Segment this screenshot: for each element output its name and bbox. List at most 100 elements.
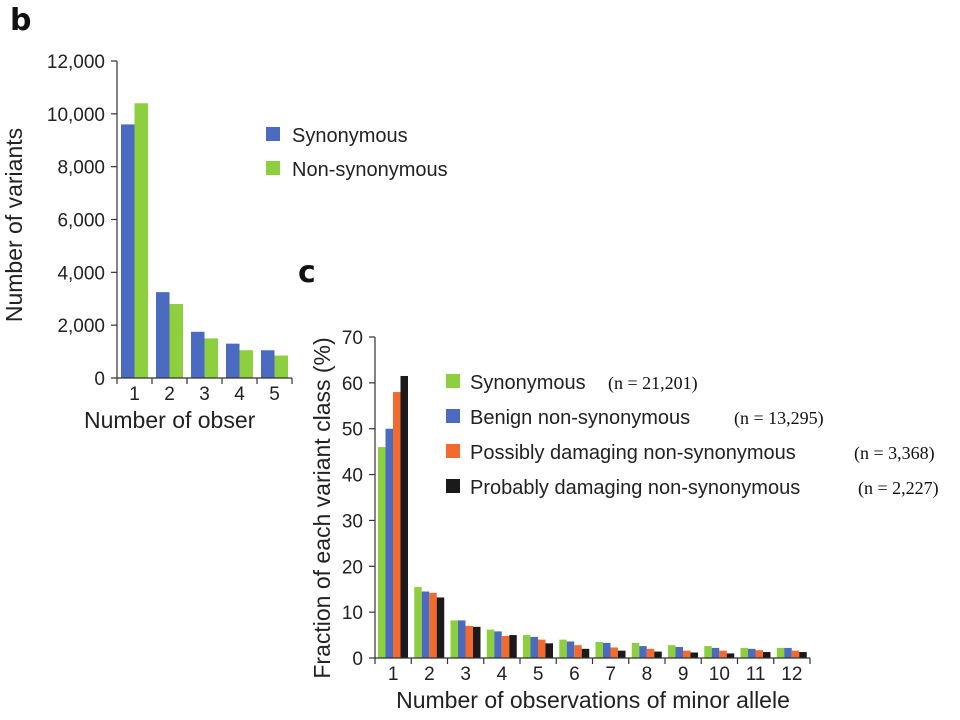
panel-c-x-axis-label: Number of observations of minor allele [396, 687, 790, 713]
panel-b-bar-synonymous-2 [156, 292, 170, 378]
panel-b-legend-label: Non-synonymous [292, 159, 448, 181]
panel-c-bar-synonymous-5 [523, 635, 531, 658]
panel-b-legend-swatch [266, 127, 280, 141]
panel-c-bar-possibly-damaging-non-synonymous-9 [683, 650, 691, 658]
panel-c-bar-synonymous-12 [776, 647, 785, 658]
panel-c-bar-probably-damaging-non-synonymous-6 [581, 648, 590, 658]
panel-b-chart: b 0 2,000 4,000 6,000 8,000 10,000 12,000 1 2 3 4 5… [1, 3, 448, 433]
panel-b-legend-label: Synonymous [292, 125, 408, 147]
panel-c-bars [378, 375, 807, 658]
panel-b-x-tick-label: 5 [269, 384, 280, 405]
panel-c-bar-probably-damaging-non-synonymous-11 [763, 652, 771, 658]
panel-c-x-tick-label: 11 [746, 664, 766, 685]
panel-c-x-tick-label: 12 [781, 664, 802, 685]
panel-c-bar-possibly-damaging-non-synonymous-5 [538, 639, 546, 658]
panel-b-x-axis-label: Number of obser [84, 407, 256, 433]
panel-b-bar-non-synonymous-3 [204, 338, 218, 378]
panel-b-axes: 0 2,000 4,000 6,000 8,000 10,000 12,000 1 2 3 4 5 [47, 52, 293, 405]
panel-b-y-tick-label: 10,000 [47, 105, 105, 126]
panel-c-bar-benign-non-synonymous-5 [530, 636, 538, 658]
panel-c-x-tick-label: 2 [424, 664, 435, 685]
panel-c-legend-swatch [446, 374, 460, 388]
panel-c-bar-benign-non-synonymous-2 [421, 591, 430, 658]
panel-c-legend-n: (n = 3,368) [854, 443, 935, 464]
panel-c-x-tick-label: 4 [497, 664, 508, 685]
panel-c-bar-benign-non-synonymous-3 [458, 620, 466, 658]
panel-c-y-tick-label: 10 [342, 603, 363, 624]
panel-b-bar-synonymous-3 [191, 331, 205, 378]
panel-c-bar-probably-damaging-non-synonymous-2 [436, 597, 445, 658]
panel-c-bar-possibly-damaging-non-synonymous-2 [429, 592, 437, 658]
panel-b-y-axis-label: Number of variants [1, 128, 27, 322]
panel-c-bar-benign-non-synonymous-12 [784, 647, 792, 658]
panel-c-bar-synonymous-3 [450, 620, 458, 658]
panel-c-legend-n: (n = 21,201) [608, 373, 698, 394]
panel-c-bar-probably-damaging-non-synonymous-1 [400, 375, 408, 658]
panel-c-bar-benign-non-synonymous-10 [711, 647, 720, 658]
panel-c-legend-label: Synonymous [470, 372, 586, 394]
panel-c-x-tick-label: 1 [388, 664, 399, 685]
panel-c-bar-synonymous-1 [378, 447, 386, 658]
panel-c-bar-synonymous-9 [668, 645, 676, 658]
panel-c-bar-possibly-damaging-non-synonymous-11 [755, 650, 763, 658]
panel-c-bar-possibly-damaging-non-synonymous-4 [501, 635, 510, 658]
panel-c-bar-possibly-damaging-non-synonymous-6 [574, 645, 582, 658]
panel-c-bar-synonymous-2 [414, 586, 422, 658]
panel-c-y-tick-label: 50 [342, 420, 363, 441]
panel-c-x-tick-label: 10 [709, 664, 730, 685]
panel-b-y-tick-label: 8,000 [57, 158, 105, 179]
panel-c-bar-benign-non-synonymous-6 [566, 641, 575, 658]
panel-c-x-tick-label: 3 [460, 664, 471, 685]
panel-b-bar-non-synonymous-4 [239, 350, 253, 378]
panel-b-y-tick-label: 12,000 [47, 52, 105, 73]
panel-c-legend-label: Possibly damaging non-synonymous [470, 442, 796, 464]
panel-b-x-tick-label: 3 [199, 384, 210, 405]
panel-c-y-tick-label: 0 [352, 649, 363, 670]
panel-c-bar-benign-non-synonymous-4 [494, 631, 502, 658]
panel-c-y-axis-label: Fraction of each variant class (%) [309, 337, 335, 678]
panel-c-bar-possibly-damaging-non-synonymous-3 [465, 625, 473, 658]
panel-c-y-tick-label: 30 [342, 511, 363, 532]
panel-b-bar-synonymous-5 [261, 350, 275, 378]
panel-c-legend-label: Probably damaging non-synonymous [470, 477, 800, 499]
panel-c-bar-synonymous-7 [595, 641, 603, 658]
panel-c-y-tick-label: 70 [342, 328, 363, 349]
panel-c-legend-n: (n = 13,295) [734, 408, 824, 429]
panel-c-legend-n: (n = 2,227) [858, 478, 939, 499]
panel-c-y-tick-label: 20 [342, 557, 363, 578]
panel-c-x-tick-label: 5 [533, 664, 544, 685]
panel-b-bar-non-synonymous-5 [274, 355, 288, 378]
panel-c-y-tick-label: 40 [342, 466, 363, 487]
panel-b-x-tick-label: 4 [234, 384, 245, 405]
panel-c-bar-synonymous-4 [486, 629, 495, 658]
panel-c-bar-possibly-damaging-non-synonymous-8 [646, 648, 655, 658]
panel-b-bar-synonymous-1 [121, 124, 135, 379]
panel-c-bar-possibly-damaging-non-synonymous-1 [393, 392, 401, 658]
panel-c-label: c [298, 255, 316, 290]
panel-c-legend-swatch [446, 444, 460, 458]
panel-b-bar-non-synonymous-1 [134, 103, 148, 379]
panel-b-bar-non-synonymous-2 [169, 304, 183, 378]
panel-c-bar-probably-damaging-non-synonymous-5 [545, 643, 553, 658]
panel-b-x-tick-label: 1 [129, 384, 140, 405]
panel-b-y-tick-label: 6,000 [57, 211, 105, 232]
panel-b-y-tick-label: 2,000 [57, 316, 105, 337]
panel-c-bar-synonymous-8 [631, 642, 640, 658]
panel-c-bar-synonymous-10 [704, 646, 712, 658]
panel-b-bar-synonymous-4 [226, 343, 240, 378]
panel-b-y-tick-label: 0 [94, 369, 105, 390]
panel-c-bar-probably-damaging-non-synonymous-8 [654, 651, 662, 658]
panel-b-legend-swatch [266, 161, 280, 175]
panel-c-bar-possibly-damaging-non-synonymous-10 [719, 650, 727, 658]
panel-c-bar-probably-damaging-non-synonymous-12 [799, 652, 807, 658]
panel-c-bar-probably-damaging-non-synonymous-7 [618, 650, 626, 658]
panel-c-bar-benign-non-synonymous-9 [675, 646, 683, 658]
panel-c-bar-possibly-damaging-non-synonymous-12 [791, 650, 800, 658]
panel-c-legend-swatch [446, 479, 460, 493]
panel-b-bars [121, 103, 288, 379]
panel-c-bar-probably-damaging-non-synonymous-4 [509, 635, 517, 658]
panel-c-bar-benign-non-synonymous-8 [639, 646, 647, 658]
